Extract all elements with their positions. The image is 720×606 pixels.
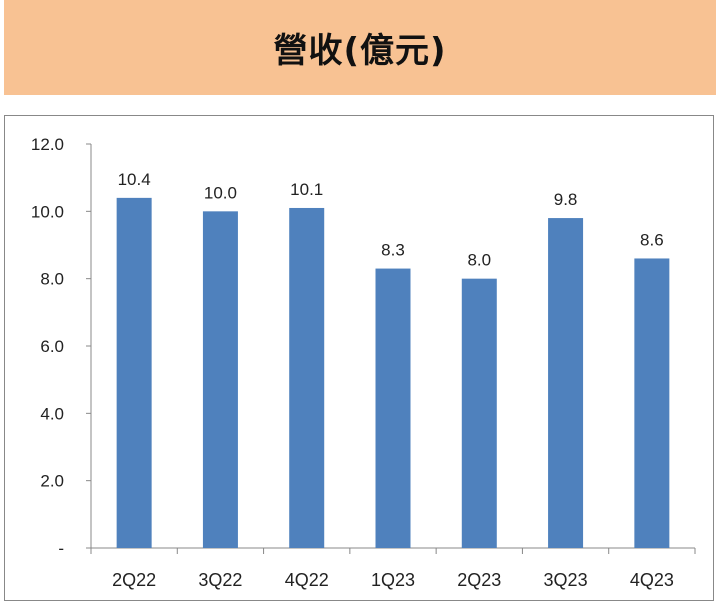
- x-tick-label: 3Q22: [198, 570, 242, 590]
- x-tick-label: 4Q22: [285, 570, 329, 590]
- data-label: 8.0: [467, 251, 491, 270]
- bar-2Q22: [116, 197, 152, 548]
- bar-3Q23: [548, 218, 584, 549]
- data-label: 8.3: [381, 241, 405, 260]
- x-tick-label: 3Q23: [544, 570, 588, 590]
- bar-4Q22: [289, 207, 325, 548]
- y-tick-label: 2.0: [40, 472, 64, 491]
- data-label: 10.0: [204, 183, 237, 202]
- bar-1Q23: [375, 268, 411, 548]
- x-tick-label: 2Q23: [457, 570, 501, 590]
- data-label: 10.1: [290, 180, 323, 199]
- data-label: 10.4: [118, 170, 151, 189]
- y-tick-label: 6.0: [40, 337, 64, 356]
- bar-2Q23: [461, 278, 497, 548]
- y-tick-label: -: [58, 539, 64, 558]
- x-tick-label: 4Q23: [630, 570, 674, 590]
- x-tick-label: 2Q22: [112, 570, 156, 590]
- y-tick-label: 10.0: [31, 202, 64, 221]
- y-tick-label: 4.0: [40, 404, 64, 423]
- data-label: 9.8: [554, 190, 578, 209]
- chart-frame: [4, 115, 714, 601]
- x-tick-label: 1Q23: [371, 570, 415, 590]
- bar-3Q22: [202, 211, 238, 549]
- data-label: 8.6: [640, 230, 664, 249]
- chart-title: 營收(億元): [273, 31, 447, 71]
- y-tick-label: 12.0: [31, 135, 64, 154]
- bar-4Q23: [634, 258, 670, 548]
- title-banner: 營收(億元): [4, 0, 716, 95]
- y-tick-label: 8.0: [40, 270, 64, 289]
